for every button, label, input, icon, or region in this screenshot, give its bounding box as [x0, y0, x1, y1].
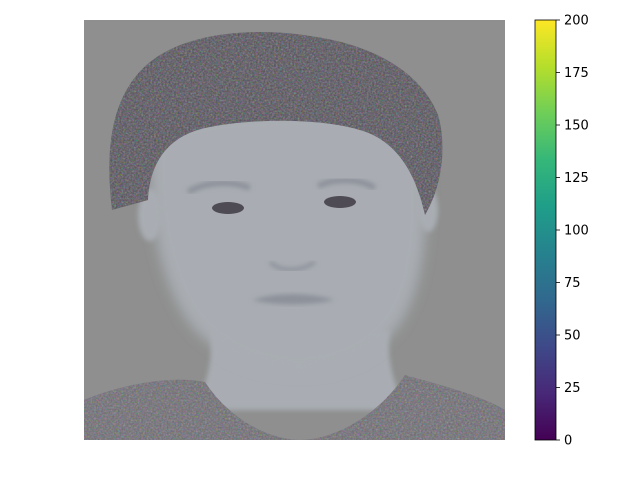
colorbar-tick-label: 0: [564, 434, 572, 449]
face-region: [149, 110, 427, 372]
colorbar-tick-label: 75: [564, 276, 581, 291]
colorbar-tick-label: 50: [564, 329, 581, 344]
right-eye: [324, 196, 356, 208]
colorbar-tick-label: 125: [564, 171, 589, 186]
left-eyebrow: [186, 180, 252, 195]
nose: [268, 260, 317, 272]
right-eyebrow: [316, 177, 377, 191]
colorbar-tick-label: 150: [564, 119, 589, 134]
mouth: [252, 294, 335, 305]
colorbar: 0 25 50 75 100 125 150 175 200: [534, 14, 589, 449]
colorbar-tick-label: 25: [564, 381, 581, 396]
colorbar-fill: [535, 20, 556, 440]
colorbar-tick-label: 100: [564, 224, 589, 239]
colorbar-ticks: 0 25 50 75 100 125 150 175 200: [556, 14, 589, 449]
left-ear: [138, 189, 162, 241]
left-eye: [212, 202, 244, 214]
heatmap-image: [84, 20, 505, 440]
colorbar-tick-label: 175: [564, 66, 589, 81]
colorbar-tick-label: 200: [564, 14, 589, 29]
